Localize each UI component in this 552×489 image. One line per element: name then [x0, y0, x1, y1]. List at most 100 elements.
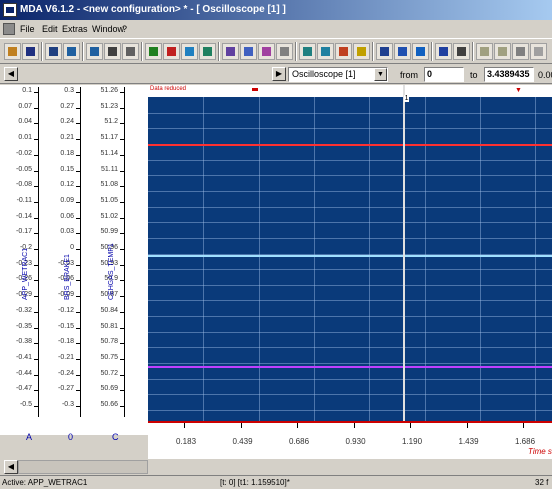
y-tick-mark — [76, 123, 80, 125]
y-tick-label: -0.32 — [16, 306, 32, 314]
y-tick-mark — [120, 280, 124, 282]
find-button[interactable] — [453, 43, 470, 60]
y-tick-mark — [76, 327, 80, 329]
grid-line-horizontal — [148, 284, 552, 286]
grid-line-horizontal — [148, 347, 552, 349]
document-menu-icon[interactable] — [3, 23, 15, 35]
scroll-left-button[interactable]: ◀ — [4, 67, 18, 81]
y-tick-label: 0 — [70, 244, 74, 251]
range-marker-right[interactable]: ▼ — [515, 87, 522, 94]
grid-icon — [534, 47, 543, 56]
step-button[interactable] — [494, 43, 511, 60]
y-tick-label: -0.05 — [16, 165, 32, 173]
paste-button[interactable] — [181, 43, 198, 60]
y-tick-mark — [76, 139, 80, 141]
save-all-button[interactable] — [45, 43, 62, 60]
print-preview-button[interactable] — [122, 43, 139, 60]
import-button[interactable] — [63, 43, 80, 60]
y-tick-label: -0.15 — [58, 322, 74, 330]
grid-line-horizontal — [148, 159, 552, 161]
cascade-button[interactable] — [435, 43, 452, 60]
y-tick-label: 51.02 — [100, 212, 118, 220]
print-icon — [108, 47, 117, 56]
grid-button[interactable] — [530, 43, 547, 60]
y-tick-label: 0.18 — [60, 149, 74, 157]
y-axis-cehgas_temp1[interactable]: 51.26 51.23 51.2 51.17 51.14 51.11 51.08 51.05 5… — [86, 85, 130, 425]
y-axis-app_wetrac1[interactable]: 0.1 0.07 0.04 0.01 -0.02 -0.05 -0.08 -0.11 -0.14… — [0, 85, 44, 425]
print-button[interactable] — [104, 43, 121, 60]
x-tick-label: 1.190 — [402, 437, 423, 446]
export-button[interactable] — [86, 43, 103, 60]
series-line-app_wetrac1[interactable] — [148, 144, 552, 147]
plot-area[interactable]: Data reduced ▼ 1 — [148, 85, 552, 421]
layout-button[interactable] — [240, 43, 257, 60]
y-axis-brs_brake1[interactable]: 0.3 0.27 0.24 0.21 0.18 0.15 0.12 0.09 0.06 0.03 0… — [42, 85, 86, 425]
open-icon — [8, 47, 17, 56]
y-tick-mark — [120, 343, 124, 345]
y-tick-mark — [34, 186, 38, 188]
delete-button[interactable] — [199, 43, 216, 60]
series-line-cehgas_temp1[interactable] — [148, 365, 552, 368]
draw-button[interactable] — [276, 43, 293, 60]
menu-window[interactable]: Window — [92, 24, 125, 34]
zoom-button[interactable] — [299, 43, 316, 60]
open-button[interactable] — [4, 43, 21, 60]
menu-file[interactable]: File — [20, 24, 35, 34]
calc-button[interactable] — [476, 43, 493, 60]
properties-button[interactable] — [222, 43, 239, 60]
range-marker-left[interactable] — [252, 88, 258, 91]
y-tick-mark — [120, 327, 124, 329]
y-tick-mark — [76, 343, 80, 345]
menu-edit[interactable]: Edit — [42, 24, 58, 34]
y-tick-mark — [76, 249, 80, 250]
menu-extras[interactable]: Extras — [62, 24, 88, 34]
x-tick-label: 0.183 — [176, 437, 197, 446]
y-tick-label: 50.99 — [100, 228, 118, 236]
save-button[interactable] — [22, 43, 39, 60]
from-label: from — [400, 70, 418, 80]
cut-button[interactable] — [145, 43, 162, 60]
chevron-down-icon[interactable]: ▼ — [374, 68, 387, 81]
scroll-right-button[interactable]: ▶ — [272, 67, 286, 81]
y-tick-label: 51.17 — [100, 134, 118, 142]
y-tick-mark — [120, 264, 124, 266]
signal-button[interactable] — [376, 43, 393, 60]
y-tick-label: -0.29 — [16, 291, 32, 299]
y-tick-mark — [34, 264, 38, 266]
to-label: to — [470, 70, 478, 80]
view-select[interactable]: Oscilloscope [1] ▼ — [288, 67, 388, 82]
y-tick-label: -0.44 — [16, 369, 32, 377]
y-tick-mark — [34, 249, 38, 250]
marker-button[interactable] — [335, 43, 352, 60]
y-axis-unit: C — [112, 432, 119, 442]
time-cursor[interactable] — [402, 85, 405, 421]
color-button[interactable] — [353, 43, 370, 60]
y-tick-mark — [34, 107, 38, 109]
curve-button[interactable] — [258, 43, 275, 60]
grid-line-horizontal — [148, 316, 552, 318]
tile-button[interactable] — [412, 43, 429, 60]
series-line-brs_brake1[interactable] — [148, 255, 552, 257]
signal-icon — [380, 47, 389, 56]
y-tick-label: 0.21 — [60, 134, 74, 142]
y-tick-mark — [34, 374, 38, 376]
window-button[interactable] — [394, 43, 411, 60]
y-tick-mark — [34, 139, 38, 141]
tile-icon — [416, 47, 425, 56]
horizontal-scrollbar[interactable]: ◀ — [0, 459, 552, 475]
copy-button[interactable] — [163, 43, 180, 60]
zoom-fit-button[interactable] — [317, 43, 334, 60]
menu-help[interactable]: ? — [122, 24, 128, 34]
to-field[interactable]: 3.4389435 — [484, 67, 534, 82]
import-icon — [67, 47, 76, 56]
view-select-value: Oscilloscope [1] — [292, 69, 356, 79]
align-button[interactable] — [512, 43, 529, 60]
from-field[interactable]: 0 — [424, 67, 464, 82]
y-tick-mark — [34, 233, 38, 235]
hscroll-left-button[interactable]: ◀ — [4, 460, 18, 474]
hscroll-track[interactable] — [18, 460, 148, 474]
y-tick-mark — [34, 201, 38, 203]
export-icon — [90, 47, 99, 56]
y-tick-mark — [34, 217, 38, 219]
y-tick-label: -0.11 — [16, 196, 32, 204]
